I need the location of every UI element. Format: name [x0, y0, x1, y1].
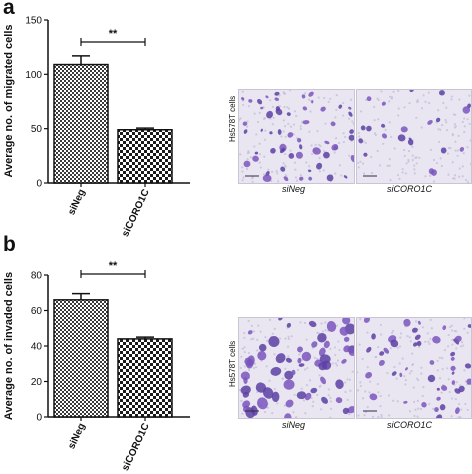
micrograph-a-sineg: [238, 89, 355, 184]
y-tick-label: 40: [31, 342, 43, 353]
x-category-label: siNeg: [66, 188, 87, 217]
panel-a: a Average no. of migrated cells 0 50 100 150…: [3, 0, 472, 237]
migration-bar-chart: Average no. of migrated cells 0 50 100 150 si…: [3, 16, 190, 237]
micrograph-b-sicoro1c: [356, 317, 472, 419]
y-tick-label: 50: [31, 124, 43, 135]
y-tick-label: 60: [31, 306, 43, 317]
bar-sicoro1c: [117, 338, 173, 418]
micrograph-caption-sineg-a: siNeg: [282, 184, 306, 194]
panel-letter-a: a: [3, 0, 15, 19]
significance-label: **: [109, 260, 118, 272]
y-tick-label: 0: [36, 179, 42, 190]
y-axis-label: Average no. of invaded cells: [3, 272, 15, 420]
y-tick-label: 0: [36, 413, 42, 424]
micrograph-caption-sicoro1c-a: siCORO1C: [387, 184, 433, 194]
x-category-label: siCORO1C: [120, 188, 152, 237]
x-category-label: siNeg: [66, 422, 87, 451]
x-category-label: siCORO1C: [120, 422, 152, 473]
bar-sineg: [53, 299, 109, 418]
cell-line-label-b: Hs578T cells: [228, 340, 237, 387]
y-axis-label: Average no. of migrated cells: [3, 24, 15, 177]
panel-b: b Average no. of invaded cells 0 20 40 60 80 s…: [0, 233, 472, 474]
y-tick-label: 100: [25, 70, 42, 81]
y-tick-label: 20: [31, 377, 43, 388]
micrograph-b-sineg: [238, 317, 355, 419]
micrograph-a-sicoro1c: [356, 89, 472, 184]
invasion-bar-chart: Average no. of invaded cells 0 20 40 60 80 siN…: [3, 260, 190, 473]
significance-label: **: [109, 28, 118, 40]
panel-letter-b: b: [3, 233, 16, 256]
cell-line-label-a: Hs578T cells: [228, 95, 237, 142]
bar-sineg: [53, 63, 109, 184]
y-tick-label: 80: [31, 271, 43, 282]
micrograph-caption-sineg-b: siNeg: [282, 420, 306, 430]
y-tick-label: 150: [25, 16, 42, 27]
bar-sicoro1c: [117, 129, 173, 184]
micrograph-caption-sicoro1c-b: siCORO1C: [387, 420, 433, 430]
